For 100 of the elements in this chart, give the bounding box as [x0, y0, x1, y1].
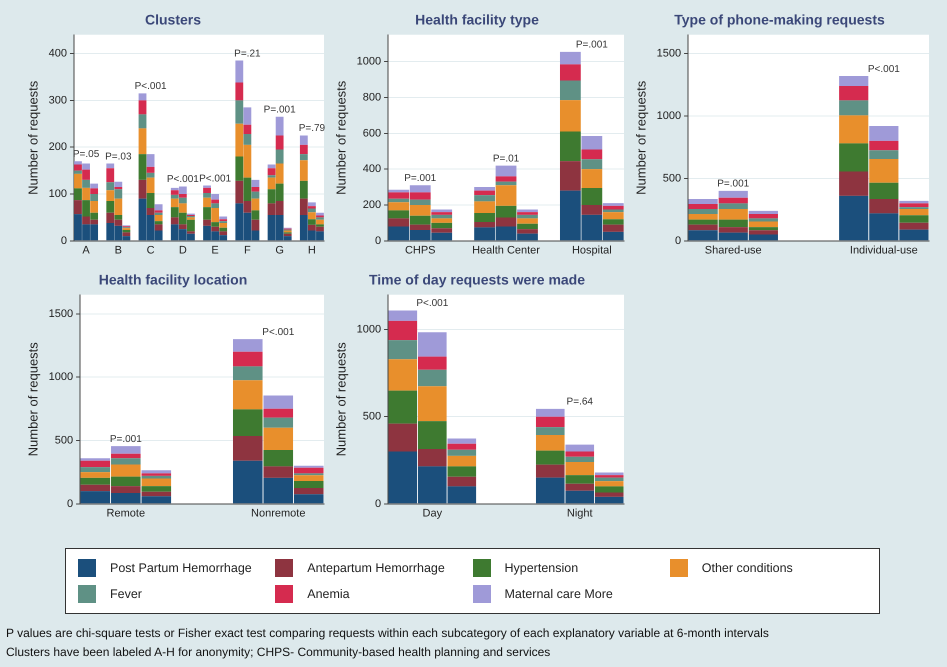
bar: [447, 438, 476, 444]
bar: [565, 456, 594, 462]
x-tick-label: CHPS: [404, 244, 436, 256]
bar: [388, 340, 418, 360]
y-tick-label: 0: [374, 234, 382, 247]
bar: [219, 216, 228, 220]
chart-title: Health facility location: [98, 271, 248, 288]
bar: [560, 80, 581, 100]
bar: [268, 164, 276, 168]
bar: [235, 82, 244, 100]
bar: [431, 212, 452, 215]
bar: [899, 208, 929, 216]
annotation: P=.001: [717, 178, 750, 190]
bar: [688, 208, 718, 214]
y-tick-label: 1000: [48, 371, 74, 384]
bar: [581, 149, 602, 160]
bar: [232, 366, 263, 380]
bar: [447, 456, 476, 466]
bar: [718, 198, 748, 204]
bar: [294, 481, 324, 488]
bar: [146, 208, 154, 216]
bar: [839, 143, 868, 172]
x-tick-label: A: [82, 244, 90, 256]
bar: [252, 198, 260, 210]
bar: [252, 186, 260, 192]
annotation: P=.001: [264, 104, 296, 116]
bar: [300, 160, 308, 181]
bar: [154, 204, 163, 210]
bar: [536, 450, 565, 465]
bar: [517, 229, 538, 234]
bar: [243, 124, 252, 134]
bar: [316, 220, 324, 224]
x-tick-label: B: [114, 244, 122, 256]
bar: [496, 166, 516, 176]
bar: [447, 444, 476, 450]
bar: [594, 481, 624, 486]
bar: [138, 100, 146, 114]
bar: [211, 208, 220, 222]
bar: [80, 467, 110, 472]
bar: [263, 396, 294, 409]
y-tick-label: 800: [362, 92, 382, 104]
annotation: P<.001: [134, 81, 167, 92]
y-tick-label: 1500: [656, 48, 682, 60]
x-tick-label: Nonremote: [251, 507, 306, 520]
annotation: P<.001: [416, 298, 449, 310]
bar: [581, 188, 602, 205]
y-tick-label: 400: [362, 163, 382, 176]
bar: [536, 427, 565, 436]
y-axis-title: Number of requests: [633, 80, 648, 195]
y-tick-label: 1000: [356, 324, 382, 336]
bar: [252, 210, 260, 220]
x-tick-label: Hospital: [572, 244, 612, 256]
bar: [211, 200, 220, 204]
annotation: P<.001: [262, 326, 295, 338]
text: Clusters have been labeled A-H for anonymity; CHPS- Community-based health planning and services: [6, 644, 552, 661]
bar: [146, 154, 154, 167]
y-tick-label: 300: [48, 94, 67, 106]
x-tick-label: H: [308, 244, 316, 256]
bar: [211, 203, 220, 208]
bar: [235, 60, 244, 83]
bar: [74, 200, 82, 214]
bar: [517, 212, 538, 215]
bar: [142, 473, 172, 476]
y-tick-label: 500: [662, 172, 682, 184]
bar: [80, 458, 110, 461]
y-tick-label: 1500: [48, 308, 74, 320]
bar: [388, 310, 418, 321]
bar: [839, 115, 868, 144]
legend-label: Antepartum Hemorrhage: [307, 561, 445, 575]
y-tick-label: 0: [66, 498, 74, 510]
bar: [431, 214, 452, 218]
bar: [581, 204, 602, 215]
bar: [431, 218, 452, 223]
bar: [106, 201, 114, 213]
bar: [581, 159, 602, 170]
bar: [869, 140, 898, 150]
bar: [517, 224, 538, 230]
bar: [106, 168, 114, 182]
bar: [80, 460, 110, 468]
annotation: P=.001: [404, 173, 437, 184]
annotation: P=.001: [576, 40, 608, 51]
bar: [388, 320, 418, 340]
bar: [536, 435, 565, 451]
bar: [300, 135, 308, 145]
x-tick-label: E: [211, 244, 219, 256]
bar: [154, 224, 163, 230]
bar: [316, 212, 324, 216]
annotation: P<.001: [868, 64, 900, 75]
annotation: P=.01: [492, 153, 520, 164]
bar: [187, 231, 195, 234]
bar: [581, 136, 602, 150]
bar: [560, 132, 581, 162]
bar: [138, 128, 146, 154]
y-tick-label: 100: [48, 188, 67, 200]
bar: [114, 215, 122, 220]
bar: [263, 466, 294, 478]
annotation: P<.001: [166, 174, 200, 186]
bar: [602, 212, 624, 220]
y-tick-label: 500: [362, 410, 382, 423]
bar: [748, 210, 778, 214]
